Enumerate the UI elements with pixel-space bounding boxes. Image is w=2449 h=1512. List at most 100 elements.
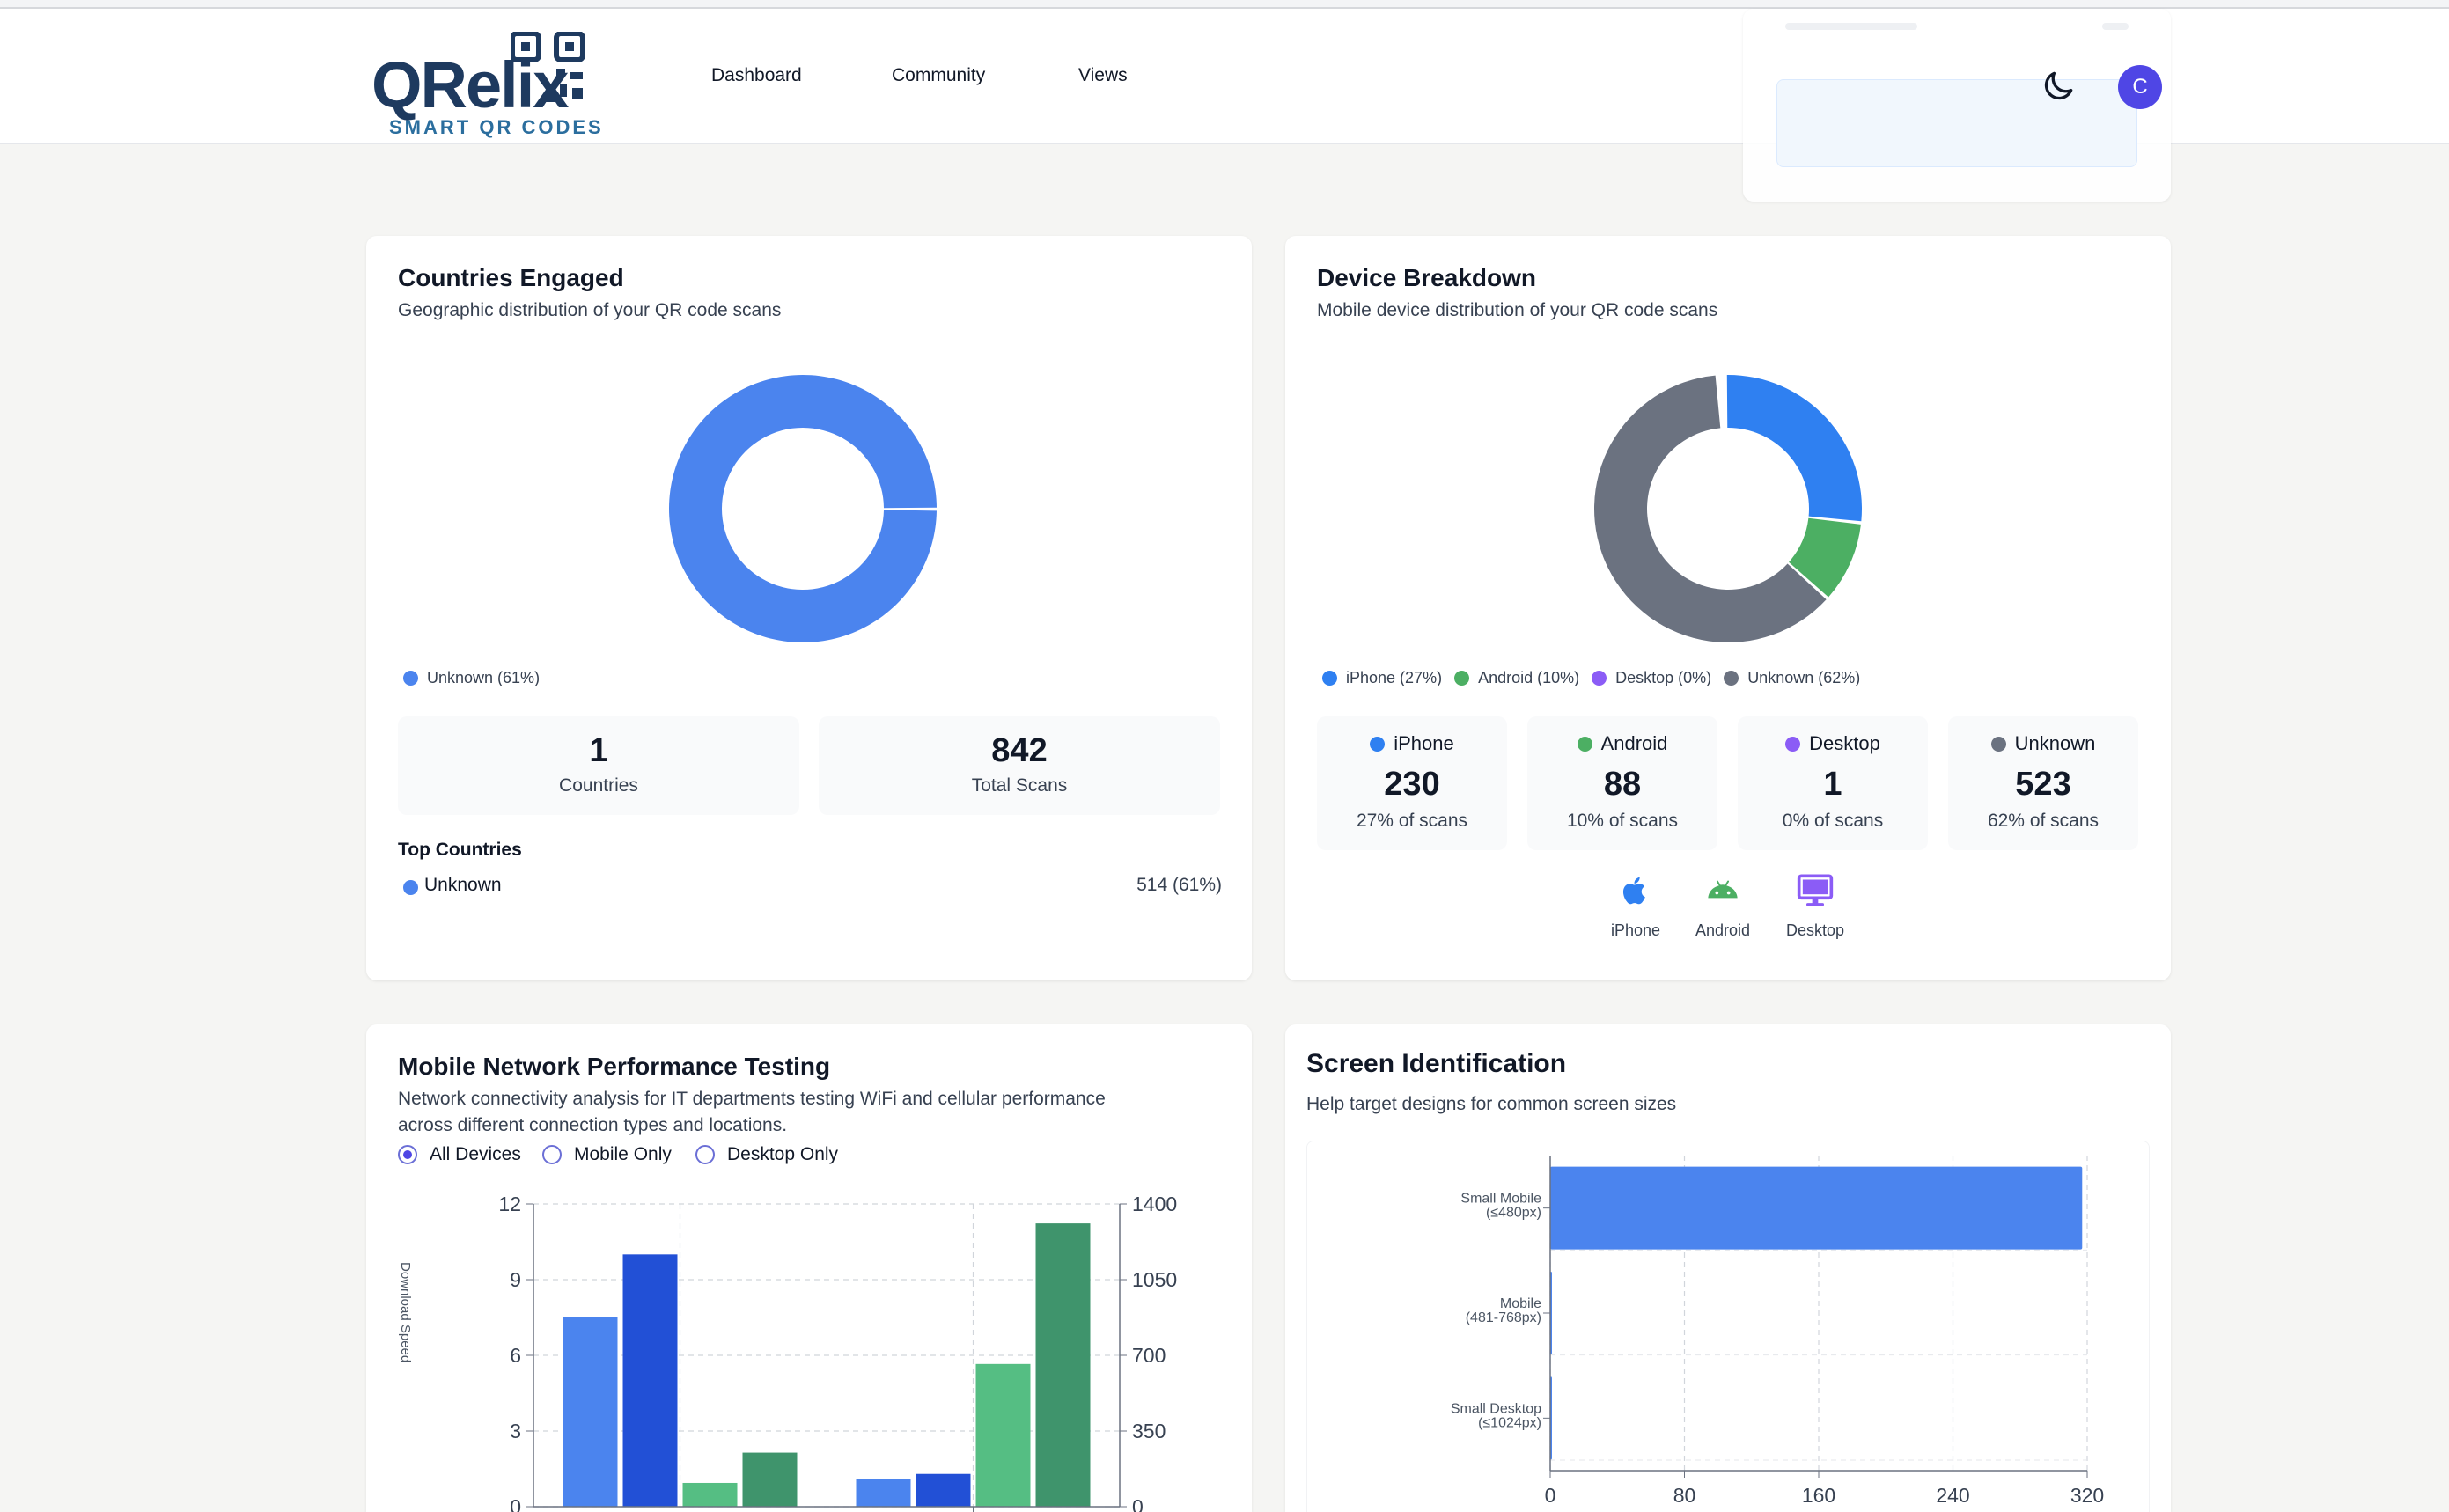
bar-series2-cat2[interactable] xyxy=(916,1473,971,1507)
stat-value: 1 xyxy=(589,732,608,769)
y-tick-left: 0 xyxy=(510,1495,521,1512)
apple-icon xyxy=(1622,877,1645,905)
bar-series3-cat2[interactable] xyxy=(975,1363,1031,1507)
bar-series2-cat1[interactable] xyxy=(622,1254,678,1507)
x-tick: 80 xyxy=(1673,1484,1696,1507)
dropdown-panel-ghost xyxy=(1743,9,2171,202)
android-icon xyxy=(1708,880,1738,899)
legend-label-unknown: Unknown (62%) xyxy=(1747,669,1861,686)
device-name: iPhone xyxy=(1394,732,1454,754)
device-donut-chart xyxy=(1594,375,1862,642)
category-label: Mobile xyxy=(1500,1296,1541,1311)
filter-label: Desktop Only xyxy=(727,1144,839,1164)
legend-dot-desktop xyxy=(1592,671,1607,686)
y-tick-right: 350 xyxy=(1132,1420,1166,1442)
x-tick: 240 xyxy=(1936,1484,1969,1507)
y-tick-left: 9 xyxy=(510,1268,521,1291)
android-platform: Android xyxy=(1679,873,1767,940)
stat-label: Total Scans xyxy=(971,775,1068,796)
brand-logo[interactable]: QRelix SMART QR CODES xyxy=(371,25,601,139)
donut-slice-unknown[interactable] xyxy=(669,374,937,642)
y-tick-right: 700 xyxy=(1132,1344,1166,1367)
top-country-row[interactable]: Unknown 514 (61%) xyxy=(398,875,1222,901)
screen-size-bar-chart: 0 80 160 240 320 Small Mobile(≤480px) Mobile(4… xyxy=(1451,1156,2104,1507)
bar-series3-cat1[interactable] xyxy=(682,1482,738,1507)
device-name: Unknown xyxy=(2014,732,2096,754)
legend-dot xyxy=(403,671,418,686)
countries-title: Countries Engaged xyxy=(398,264,624,291)
screen-identification-card: Screen Identification Help target design… xyxy=(1285,1024,2171,1512)
nav-views[interactable]: Views xyxy=(1078,65,1128,85)
network-subtitle-line1: Network connectivity analysis for IT dep… xyxy=(398,1089,1106,1109)
screen-chart-frame: 0 80 160 240 320 Small Mobile (≤480px) Mobile (4… xyxy=(1306,1141,2150,1512)
radio-mobile-only[interactable] xyxy=(542,1145,562,1164)
filter-mobile-only[interactable]: Mobile Only xyxy=(542,1144,672,1165)
legend-dot-unknown xyxy=(1724,671,1739,686)
category-sublabel: (≤480px) xyxy=(1486,1206,1541,1221)
device-breakdown-card: Device Breakdown Mobile device distribut… xyxy=(1285,236,2171,980)
device-dot xyxy=(1577,736,1592,752)
countries-card: Countries Engaged Geographic distributio… xyxy=(366,236,1252,980)
moon-icon[interactable] xyxy=(2039,67,2078,106)
android-stat: Android 88 10% of scans xyxy=(1527,716,1717,850)
browser-top-line xyxy=(0,0,2449,9)
y-tick-left: 3 xyxy=(510,1420,521,1442)
bar-series1-cat2[interactable] xyxy=(856,1479,911,1507)
device-count: 88 xyxy=(1603,766,1642,803)
nav-dashboard[interactable]: Dashboard xyxy=(711,65,802,85)
category-sublabel: (≤1024px) xyxy=(1478,1415,1541,1430)
total-scans-stat: 842 Total Scans xyxy=(819,716,1220,815)
category-label: Small Mobile xyxy=(1460,1192,1541,1207)
country-name: Unknown xyxy=(424,875,502,895)
desktop-icon-label: Desktop xyxy=(1785,921,1845,939)
filter-desktop-only[interactable]: Desktop Only xyxy=(695,1144,838,1165)
bar-series1-cat1[interactable] xyxy=(563,1317,618,1507)
category-sublabel: (481-768px) xyxy=(1466,1310,1541,1325)
stat-value: 842 xyxy=(991,732,1048,769)
countries-subtitle: Geographic distribution of your QR code … xyxy=(398,300,782,320)
android-icon-label: Android xyxy=(1695,921,1751,939)
top-countries-heading: Top Countries xyxy=(398,840,522,860)
bar-series4-cat1[interactable] xyxy=(742,1452,798,1507)
donut-slice-android[interactable] xyxy=(1789,517,1861,598)
donut-slice-iphone[interactable] xyxy=(1726,375,1862,522)
y-tick-right: 1400 xyxy=(1132,1193,1177,1215)
radio-all-devices[interactable] xyxy=(398,1145,417,1164)
x-tick: 160 xyxy=(1802,1484,1835,1507)
bar-screen-1[interactable] xyxy=(1550,1166,2083,1250)
screen-title: Screen Identification xyxy=(1306,1049,1567,1078)
legend-label-iphone: iPhone (27%) xyxy=(1346,669,1443,686)
devices-title: Device Breakdown xyxy=(1317,264,1536,291)
monitor-icon xyxy=(1797,874,1834,906)
qr-code-icon xyxy=(511,32,585,102)
device-pct: 10% of scans xyxy=(1566,811,1679,831)
filter-label: All Devices xyxy=(430,1144,521,1164)
filter-all-devices[interactable]: All Devices xyxy=(398,1144,521,1165)
device-count: 1 xyxy=(1823,766,1842,803)
device-dot xyxy=(1370,736,1386,752)
countries-count-stat: 1 Countries xyxy=(398,716,799,815)
x-tick: 0 xyxy=(1545,1484,1556,1507)
donut-slice-unknown[interactable] xyxy=(1594,375,1827,642)
device-count: 230 xyxy=(1384,766,1440,803)
device-dot xyxy=(1785,736,1801,752)
nav-community[interactable]: Community xyxy=(892,65,986,85)
radio-desktop-only[interactable] xyxy=(695,1145,715,1164)
logo-tagline: SMART QR CODES xyxy=(389,116,604,138)
device-name: Android xyxy=(1600,732,1668,754)
legend-label-desktop: Desktop (0%) xyxy=(1615,669,1712,686)
user-avatar[interactable]: C xyxy=(2118,65,2162,109)
category-label: Small Desktop xyxy=(1451,1401,1541,1416)
network-subtitle-line2: across different connection types and lo… xyxy=(398,1115,788,1135)
x-tick: 320 xyxy=(2070,1484,2104,1507)
y-tick-left: 12 xyxy=(498,1193,521,1215)
bar-series4-cat2[interactable] xyxy=(1035,1223,1091,1507)
devices-subtitle: Mobile device distribution of your QR co… xyxy=(1317,300,1718,320)
y-tick-right: 1050 xyxy=(1132,1268,1177,1291)
network-title: Mobile Network Performance Testing xyxy=(398,1053,831,1080)
device-pct: 62% of scans xyxy=(1987,811,2100,831)
network-bar-chart: 0 0 3 350 6 700 9 1050 12 1400 Download Speed xyxy=(398,1193,1177,1512)
countries-legend-item: Unknown (61%) xyxy=(403,669,540,687)
countries-donut-chart xyxy=(669,374,937,642)
y-tick-left: 6 xyxy=(510,1344,521,1367)
